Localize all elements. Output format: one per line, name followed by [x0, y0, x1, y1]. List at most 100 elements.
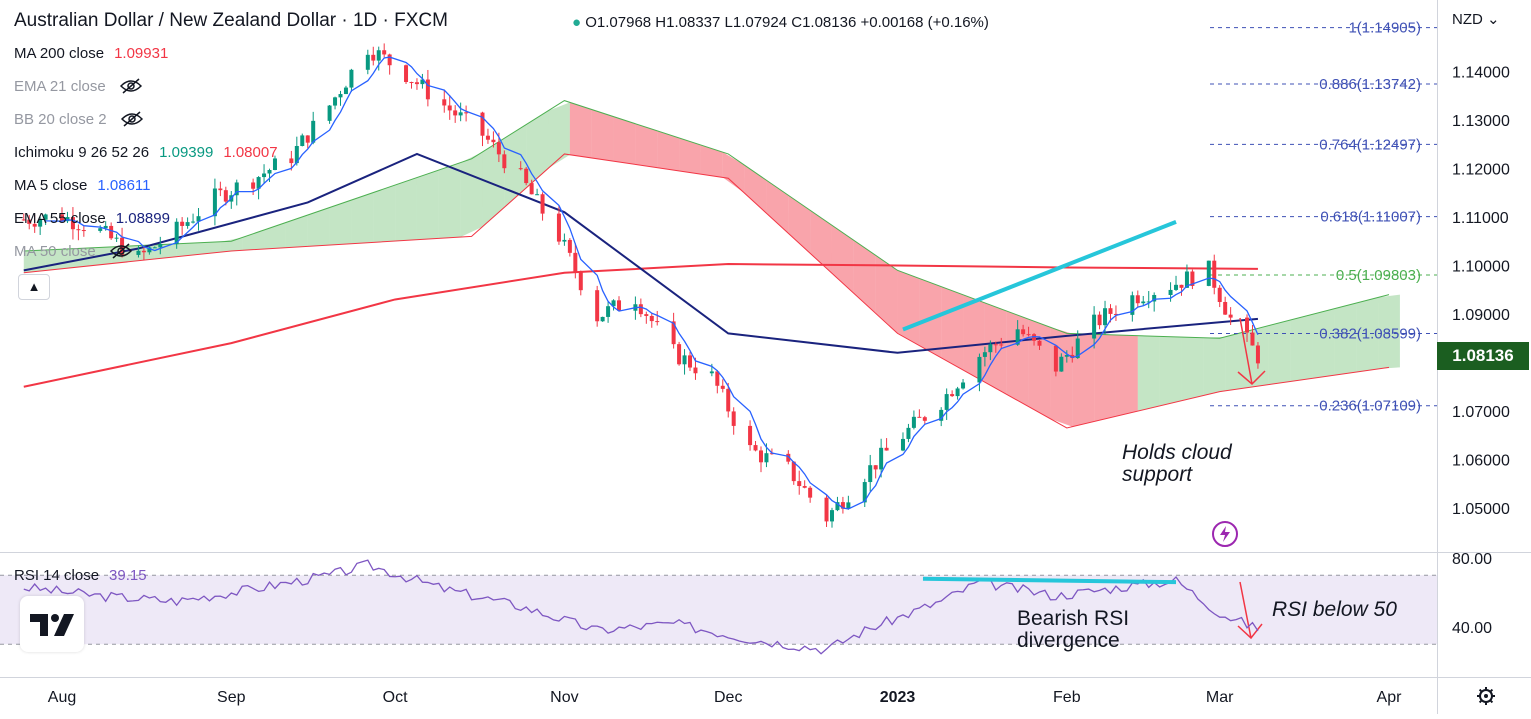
candle-body-104 [808, 487, 813, 498]
candle-4 [43, 213, 48, 226]
candle-body-27 [223, 190, 228, 202]
candle-110 [862, 478, 867, 507]
candle-75 [595, 285, 600, 327]
legend-value-5: 1.08899 [115, 210, 170, 227]
hidden-eye-icon[interactable] [120, 111, 143, 131]
candle-body-122 [950, 394, 955, 397]
candle-body-57 [453, 110, 458, 116]
candle-147 [1141, 295, 1146, 306]
candle-body-10 [98, 228, 103, 231]
candle-body-50 [404, 65, 409, 83]
candle-body-58 [458, 112, 463, 116]
legend-item-0[interactable]: MA 200 close 1.09931 [14, 45, 168, 62]
candle-87 [682, 349, 687, 375]
candle-84 [655, 310, 660, 326]
cloud-segment-36 [810, 210, 832, 274]
candle-104 [808, 486, 813, 503]
legend-item-6[interactable]: MA 50 close [14, 243, 132, 263]
candle-body-90 [709, 371, 714, 374]
candle-56 [447, 95, 452, 120]
fib-label-2: 0.764(1.12497) [1319, 136, 1421, 153]
candle-body-116 [906, 427, 911, 439]
candle-91 [715, 370, 720, 394]
candle-131 [1021, 324, 1026, 337]
candle-body-151 [1174, 284, 1179, 290]
hidden-eye-icon[interactable] [109, 243, 132, 263]
price-tick-2: 1.07000 [1452, 404, 1510, 421]
candle-body-82 [644, 314, 649, 316]
cloud-segment-22 [504, 124, 527, 208]
candle-body-89 [693, 367, 698, 374]
candle-body-140 [1092, 314, 1097, 339]
hidden-eye-icon[interactable] [119, 78, 142, 98]
candle-92 [720, 379, 725, 393]
candle-109 [846, 495, 851, 510]
cloud-segment-31 [700, 145, 723, 178]
candle-88 [688, 351, 693, 371]
cloud-segment-16 [373, 185, 396, 243]
candle-17 [147, 245, 152, 255]
candle-body-135 [1053, 345, 1058, 372]
collapse-legend-button[interactable]: ▲ [18, 274, 50, 300]
settings-gear-icon[interactable] [1476, 686, 1496, 706]
candle-body-102 [797, 481, 802, 487]
candle-body-19 [158, 244, 163, 248]
candle-body-106 [829, 510, 834, 522]
legend-item-5[interactable]: EMA 55 close 1.08899 [14, 210, 170, 227]
legend-item-4[interactable]: MA 5 close 1.08611 [14, 177, 150, 194]
candle-body-162 [1255, 345, 1260, 364]
candle-body-91 [715, 371, 720, 386]
cloud-segment-13 [307, 207, 330, 247]
candle-body-34 [272, 158, 277, 171]
candle-99 [769, 448, 774, 455]
rsi-down-arrow [1237, 581, 1263, 640]
candle-115 [900, 432, 905, 452]
candle-47 [376, 46, 381, 71]
candle-body-36 [294, 145, 299, 164]
tradingview-logo-icon [30, 614, 74, 636]
candle-137 [1064, 350, 1069, 363]
candle-body-63 [496, 142, 501, 155]
candle-62 [491, 131, 496, 148]
candle-77 [606, 301, 611, 323]
candle-body-157 [1217, 287, 1222, 302]
candle-body-84 [655, 321, 660, 323]
price-down-arrow [1237, 317, 1266, 386]
candle-34 [272, 155, 277, 171]
candle-50 [404, 64, 409, 85]
flash-icon[interactable] [1211, 520, 1239, 548]
legend-item-3[interactable]: Ichimoku 9 26 52 26 1.09399 1.08007 [14, 144, 278, 161]
candle-133 [1032, 333, 1037, 346]
cloud-segment-46 [1028, 319, 1051, 419]
fib-label-4: 0.5(1.09803) [1336, 267, 1421, 284]
candle-body-117 [911, 416, 916, 428]
cloud-segment-11 [264, 222, 286, 249]
candle-96 [753, 440, 758, 452]
candle-body-76 [600, 316, 605, 322]
legend-label-6: MA 50 close [14, 243, 96, 260]
candle-body-123 [955, 388, 960, 397]
tradingview-logo[interactable] [20, 596, 84, 652]
candle-103 [802, 480, 807, 489]
candle-51 [409, 81, 414, 89]
candle-body-5 [60, 214, 64, 222]
candle-67 [529, 179, 534, 195]
candle-body-150 [1168, 289, 1173, 295]
candle-body-18 [152, 247, 157, 249]
candle-73 [573, 243, 578, 279]
candle-body-29 [234, 182, 239, 196]
candle-86 [677, 341, 682, 366]
cloud-segment-34 [766, 180, 789, 234]
candle-85 [671, 312, 676, 349]
legend-label-5: EMA 55 close [14, 210, 106, 227]
candle-body-48 [382, 50, 387, 55]
legend-value-0: 1.09931 [114, 45, 169, 62]
candle-45 [365, 49, 370, 75]
candle-65 [518, 161, 523, 171]
candle-body-8 [76, 229, 81, 231]
currency-selector[interactable]: NZD ⌄ [1452, 11, 1500, 28]
legend-item-1[interactable]: EMA 21 close [14, 78, 142, 98]
candle-body-134 [1037, 340, 1042, 346]
legend-item-2[interactable]: BB 20 close 2 [14, 111, 143, 131]
